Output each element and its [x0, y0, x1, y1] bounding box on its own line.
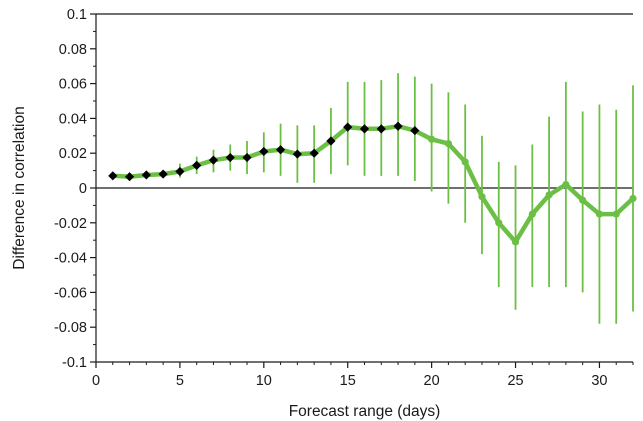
y-tick-label: -0.04 [54, 251, 87, 267]
significant-marker [175, 166, 185, 177]
significant-marker [309, 148, 319, 158]
significant-marker [410, 125, 420, 136]
y-tick-label: 0.04 [59, 111, 87, 127]
y-tick-label: -0.02 [54, 216, 87, 232]
significant-marker [359, 124, 370, 134]
y-tick-label: 0.08 [59, 42, 87, 58]
x-tick-label: 20 [424, 373, 440, 389]
data-point [545, 191, 553, 199]
y-tick-label: 0 [79, 181, 87, 197]
data-point [562, 180, 570, 189]
significant-marker [158, 169, 168, 179]
significant-marker [242, 152, 252, 163]
x-tick-label: 25 [507, 373, 523, 389]
y-tick-label: -0.06 [54, 285, 87, 301]
significant-marker [208, 155, 219, 165]
y-tick-label: 0.02 [59, 146, 87, 162]
x-axis-title: Forecast range (days) [289, 403, 441, 420]
significant-marker [192, 160, 202, 170]
x-tick-label: 30 [591, 373, 607, 389]
data-point [511, 238, 520, 246]
data-point [428, 135, 436, 143]
data-point [528, 210, 536, 218]
significant-marker [326, 136, 336, 146]
tick-labels: -0.1 -0.08 -0.06 -0.04 -0.02 0 0.02 0.04 0.06 0.0… [54, 7, 608, 389]
data-point [612, 210, 620, 218]
y-tick-label: 0.06 [59, 77, 87, 93]
x-tick-label: 0 [92, 373, 100, 389]
data-point [478, 193, 486, 201]
y-tick-label: 0.1 [67, 7, 87, 23]
x-tick-label: 15 [340, 373, 356, 389]
y-tick-label: -0.08 [54, 320, 87, 336]
significant-marker [393, 121, 403, 131]
significant-marker [124, 172, 135, 182]
x-tick-label: 5 [176, 373, 184, 389]
data-point [461, 158, 469, 166]
significant-marker [343, 122, 353, 132]
series-layer [110, 123, 636, 245]
error-bars [111, 73, 634, 324]
significant-marker [275, 145, 286, 155]
markers [108, 121, 637, 246]
series-line [110, 123, 636, 245]
significant-marker [292, 149, 302, 159]
significant-marker [108, 171, 118, 181]
significant-marker [376, 124, 386, 134]
significant-marker [225, 152, 235, 163]
significant-marker [259, 146, 269, 157]
data-point [495, 219, 503, 227]
data-point [444, 140, 453, 148]
significant-marker [141, 170, 151, 180]
data-point [595, 210, 604, 218]
y-tick-label: -0.1 [62, 355, 87, 371]
data-point [579, 196, 587, 204]
data-point [629, 194, 637, 203]
x-tick-label: 10 [256, 373, 272, 389]
y-axis-title: Difference in correlation [11, 106, 28, 269]
